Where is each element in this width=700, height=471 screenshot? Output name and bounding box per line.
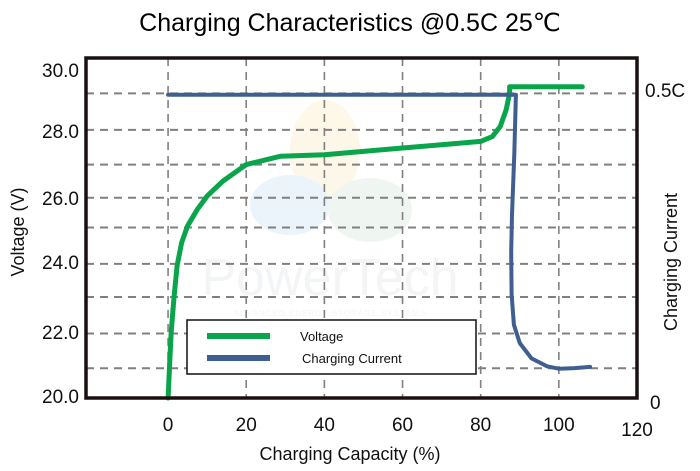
chart-title: Charging Characteristics @0.5C 25℃ <box>139 9 561 37</box>
legend: Voltage Charging Current <box>186 319 477 375</box>
legend-label-voltage: Voltage <box>300 329 343 344</box>
watermark-logo-blue <box>250 175 330 235</box>
y-tick-label: 28.0 <box>42 122 79 143</box>
watermark-brand: PowerTech <box>201 249 458 307</box>
grid <box>86 58 637 398</box>
x-tick-label: 60 <box>392 415 413 436</box>
x-tick-label: 0 <box>163 415 174 436</box>
y2-axis-label: Charging Current <box>661 193 681 331</box>
plot-frame <box>84 56 639 400</box>
series-line-voltage <box>165 84 585 401</box>
y2-tick-label: 0 <box>650 393 661 414</box>
y-axis-label: Voltage (V) <box>8 187 28 276</box>
watermark-logo-green <box>328 178 412 242</box>
y-tick-label: 26.0 <box>42 189 79 210</box>
y-tick-label: 24.0 <box>42 253 79 274</box>
y-tick-label: 30.0 <box>42 61 79 82</box>
series-group <box>165 84 593 401</box>
x-tick-label: 100 <box>543 415 575 436</box>
x-tick-label: 80 <box>470 415 491 436</box>
y-tick-label: 20.0 <box>42 387 79 408</box>
x-tick-label: 120 <box>621 420 653 441</box>
y2-tick-label: 0.5C <box>645 81 685 102</box>
series-line-charging-current <box>166 92 593 371</box>
y-tick-label: 22.0 <box>42 323 79 344</box>
legend-label-current: Charging Current <box>302 351 402 366</box>
tick-labels: 0 20 40 60 80 100 120 30.0 28.0 26.0 24.0 22.0 20.0 0… <box>42 61 685 441</box>
x-axis-label: Charging Capacity (%) <box>259 444 440 464</box>
x-tick-label: 40 <box>314 415 335 436</box>
legend-box <box>186 319 477 375</box>
x-tick-label: 20 <box>236 415 257 436</box>
watermark-tagline: ADVANCED ENERGY STORAGE SYSTEMS <box>234 309 426 318</box>
watermark: PowerTech ADVANCED ENERGY STORAGE SYSTEM… <box>201 100 459 318</box>
